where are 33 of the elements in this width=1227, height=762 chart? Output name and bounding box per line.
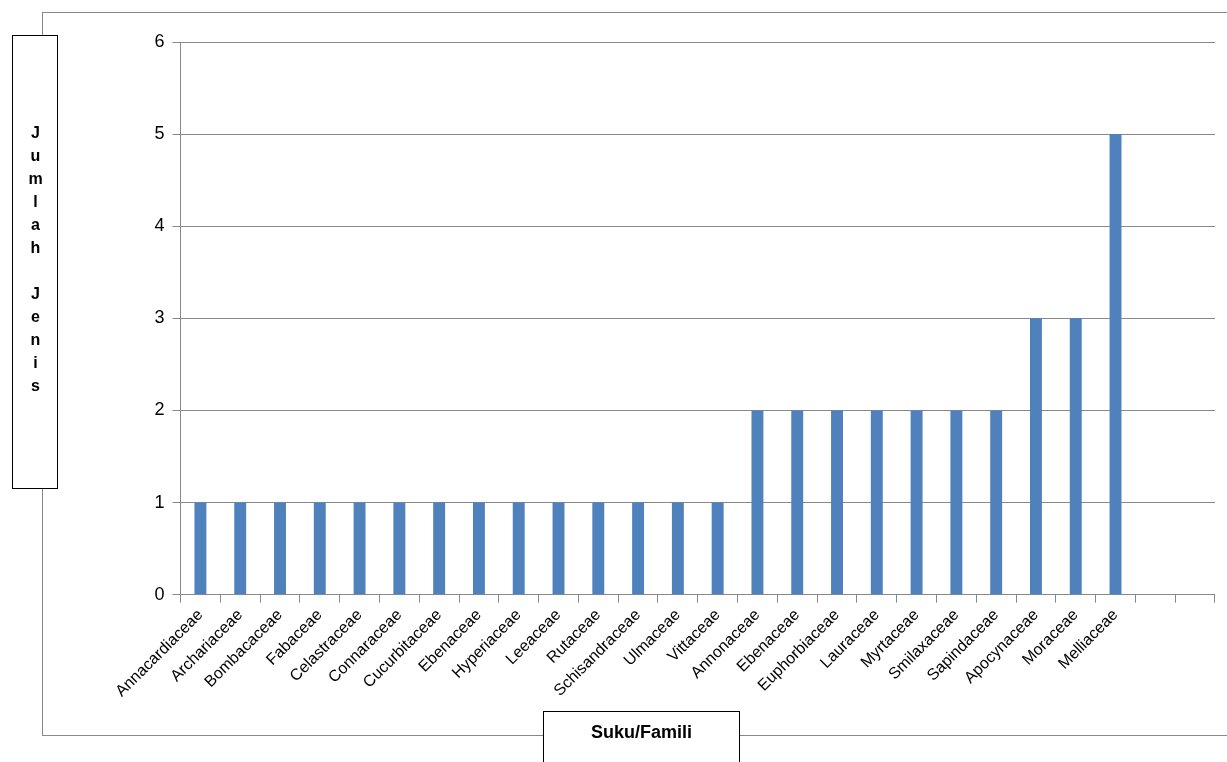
y-tick-label: 2: [154, 399, 165, 420]
bar: [870, 410, 883, 595]
bar: [433, 502, 446, 595]
bar: [592, 502, 605, 595]
y-tick-label: 1: [154, 491, 165, 512]
y-tick-label: 0: [154, 583, 165, 604]
bar: [353, 502, 366, 595]
bar: [831, 410, 843, 595]
x-axis-title: Suku/Famili: [590, 722, 693, 744]
bar: [711, 502, 724, 595]
y-axis-title: Jumlah Jenis: [26, 124, 44, 400]
bar: [791, 410, 804, 595]
bar: [990, 410, 1003, 595]
y-tick-label: 5: [154, 123, 165, 144]
bar: [632, 502, 645, 595]
y-tick-label: 4: [154, 215, 165, 236]
bar: [393, 502, 406, 595]
bar: [671, 502, 684, 595]
bar: [552, 502, 565, 595]
bar: [1029, 318, 1042, 595]
y-tick-label: 3: [154, 307, 165, 328]
bar: [512, 502, 525, 595]
bar: [751, 410, 764, 595]
y-tick-label: 6: [154, 30, 165, 51]
bar: [950, 410, 963, 595]
bar: [234, 502, 247, 595]
bar: [1109, 134, 1122, 595]
bar: [274, 502, 286, 595]
bar: [313, 502, 326, 595]
bar: [910, 410, 923, 595]
bar: [194, 502, 207, 595]
bar: [472, 502, 485, 595]
bar: [1069, 318, 1082, 595]
